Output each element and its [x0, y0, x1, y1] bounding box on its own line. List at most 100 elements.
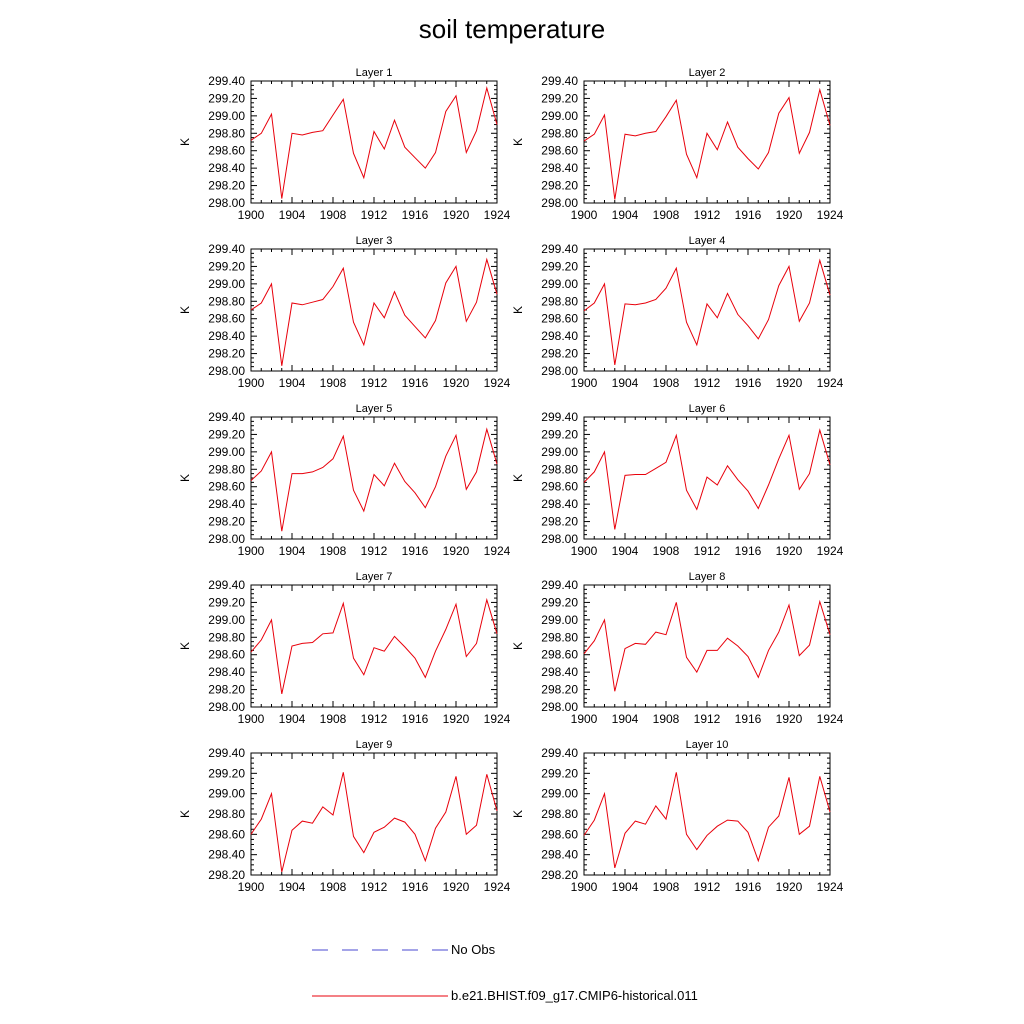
- y-axis-label: K: [511, 474, 525, 482]
- y-tick-label: 298.20: [541, 347, 578, 361]
- panel-title: Layer 1: [356, 67, 393, 79]
- y-tick-label: 299.20: [541, 427, 578, 441]
- y-tick-label: 299.00: [541, 109, 578, 123]
- x-tick-label: 1916: [402, 880, 429, 894]
- y-tick-label: 298.40: [541, 848, 578, 862]
- legend-label-model: b.e21.BHIST.f09_g17.CMIP6-historical.011: [451, 988, 698, 1003]
- y-tick-label: 298.00: [541, 364, 578, 378]
- x-tick-label: 1916: [735, 880, 762, 894]
- y-tick-label: 298.20: [208, 868, 245, 882]
- panel-8: Layer 8 298.00 298.20 298.40 298.60 298.80 299…: [511, 571, 844, 726]
- x-tick-label: 1924: [817, 544, 844, 558]
- y-axis-label: K: [511, 642, 525, 650]
- y-tick-label: 298.20: [208, 515, 245, 529]
- x-tick-label: 1908: [320, 376, 347, 390]
- y-tick-label: 299.40: [208, 242, 245, 256]
- y-axis-label: K: [178, 138, 192, 146]
- y-tick-label: 298.40: [208, 329, 245, 343]
- x-tick-label: 1912: [361, 880, 388, 894]
- panel-title: Layer 9: [356, 739, 393, 751]
- y-tick-label: 298.80: [541, 807, 578, 821]
- x-tick-label: 1904: [612, 880, 639, 894]
- series-line: [250, 427, 498, 532]
- x-tick-label: 1908: [320, 880, 347, 894]
- x-tick-label: 1916: [735, 208, 762, 222]
- series-line: [250, 257, 498, 366]
- x-tick-label: 1900: [238, 544, 265, 558]
- x-tick-label: 1920: [443, 208, 470, 222]
- x-tick-label: 1908: [653, 544, 680, 558]
- x-tick-label: 1912: [694, 880, 721, 894]
- y-tick-label: 298.00: [208, 364, 245, 378]
- y-tick-label: 298.20: [541, 683, 578, 697]
- y-axis-label: K: [178, 306, 192, 314]
- x-tick-label: 1924: [817, 376, 844, 390]
- y-tick-label: 298.80: [541, 630, 578, 644]
- x-tick-label: 1904: [612, 544, 639, 558]
- y-tick-label: 299.40: [541, 746, 578, 760]
- panel-6: Layer 6 298.00 298.20 298.40 298.60 298.80 299…: [511, 403, 844, 558]
- series-line: [250, 86, 498, 199]
- y-tick-label: 299.20: [541, 595, 578, 609]
- plot-frame: [583, 80, 831, 204]
- y-tick-label: 298.80: [541, 462, 578, 476]
- x-tick-label: 1908: [320, 544, 347, 558]
- y-tick-label: 298.00: [541, 700, 578, 714]
- y-tick-label: 298.60: [208, 480, 245, 494]
- x-tick-label: 1916: [402, 208, 429, 222]
- panel-title: Layer 8: [689, 571, 726, 583]
- x-tick-label: 1920: [776, 712, 803, 726]
- x-tick-label: 1912: [361, 712, 388, 726]
- y-tick-label: 298.60: [208, 144, 245, 158]
- y-tick-label: 299.20: [208, 595, 245, 609]
- y-tick-label: 298.60: [541, 827, 578, 841]
- x-tick-label: 1904: [279, 880, 306, 894]
- x-tick-label: 1912: [694, 376, 721, 390]
- y-tick-label: 299.00: [541, 277, 578, 291]
- x-tick-label: 1924: [817, 208, 844, 222]
- x-tick-label: 1900: [571, 880, 598, 894]
- panel-3: Layer 3 298.00 298.20 298.40 298.60 298.80 299…: [178, 235, 511, 390]
- y-tick-label: 298.20: [208, 179, 245, 193]
- series-line: [583, 772, 831, 869]
- y-axis-label: K: [178, 474, 192, 482]
- x-tick-label: 1912: [694, 544, 721, 558]
- x-tick-label: 1908: [653, 208, 680, 222]
- y-tick-label: 298.80: [208, 294, 245, 308]
- y-axis-label: K: [178, 810, 192, 818]
- plot-frame: [250, 80, 498, 204]
- x-tick-label: 1924: [484, 544, 511, 558]
- x-tick-label: 1904: [612, 376, 639, 390]
- y-tick-label: 298.40: [541, 329, 578, 343]
- y-tick-label: 298.00: [208, 700, 245, 714]
- y-tick-label: 299.40: [208, 410, 245, 424]
- y-tick-label: 299.40: [541, 578, 578, 592]
- x-tick-label: 1920: [776, 376, 803, 390]
- x-tick-label: 1900: [238, 880, 265, 894]
- y-tick-label: 298.40: [208, 848, 245, 862]
- x-tick-label: 1924: [484, 880, 511, 894]
- y-tick-label: 299.40: [541, 74, 578, 88]
- x-tick-label: 1916: [735, 544, 762, 558]
- x-tick-label: 1924: [817, 712, 844, 726]
- x-tick-label: 1908: [320, 208, 347, 222]
- y-tick-label: 298.40: [208, 665, 245, 679]
- y-axis-label: K: [511, 810, 525, 818]
- y-tick-label: 299.00: [208, 787, 245, 801]
- x-tick-label: 1916: [402, 544, 429, 558]
- x-tick-label: 1904: [279, 712, 306, 726]
- x-tick-label: 1904: [279, 544, 306, 558]
- panel-title: Layer 10: [686, 739, 729, 751]
- y-tick-label: 298.60: [541, 312, 578, 326]
- panel-title: Layer 3: [356, 235, 393, 247]
- x-tick-label: 1908: [653, 712, 680, 726]
- plot-frame: [250, 752, 498, 876]
- y-axis-label: K: [178, 642, 192, 650]
- series-line: [583, 258, 831, 365]
- x-tick-label: 1920: [776, 880, 803, 894]
- plot-frame: [250, 248, 498, 372]
- x-tick-label: 1904: [279, 208, 306, 222]
- y-tick-label: 298.60: [541, 144, 578, 158]
- x-tick-label: 1924: [484, 712, 511, 726]
- x-tick-label: 1916: [735, 712, 762, 726]
